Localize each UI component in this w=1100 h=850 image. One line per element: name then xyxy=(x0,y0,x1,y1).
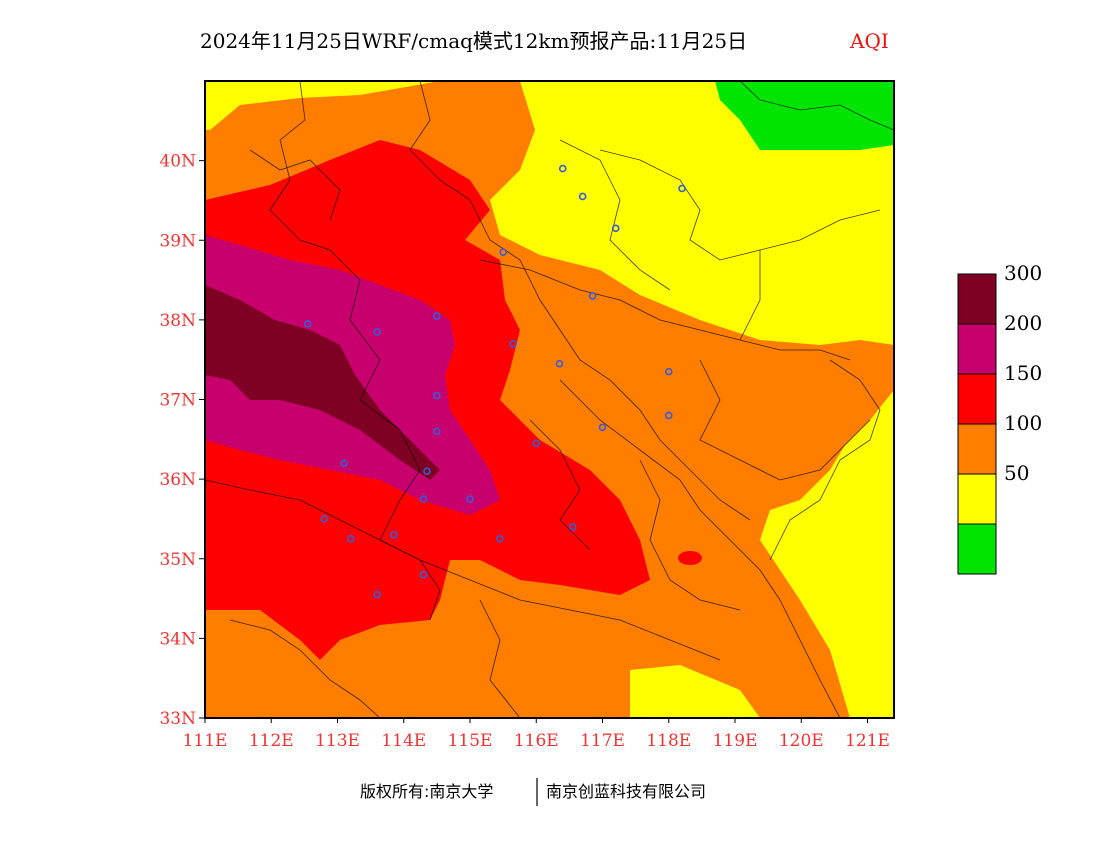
station-marker xyxy=(568,523,577,531)
station-marker xyxy=(373,590,382,599)
lon-tick-label: 112E xyxy=(249,731,294,751)
station-marker xyxy=(664,411,673,420)
lat-tick-label: 33N xyxy=(159,709,196,729)
station-marker xyxy=(340,459,348,468)
lat-tick-label: 36N xyxy=(159,470,196,490)
lon-tick-label: 115E xyxy=(448,731,493,751)
green-aqi-zone xyxy=(715,81,894,150)
legend-swatch xyxy=(957,323,997,375)
longitude-axis: 111E 112E 113E 114E 115E 116E 117E 118E 119E 120E… xyxy=(183,718,890,751)
station-marker xyxy=(509,339,517,348)
lat-tick-label: 39N xyxy=(159,231,196,251)
legend-label: 150 xyxy=(1004,361,1042,385)
admin-boundaries xyxy=(205,81,894,718)
legend-swatch xyxy=(957,423,997,475)
lon-tick-label: 113E xyxy=(315,731,360,751)
station-marker xyxy=(433,312,441,320)
station-marker xyxy=(433,391,441,400)
station-marker xyxy=(555,359,564,368)
aqi-legend: 50 100 150 200 300 xyxy=(957,261,1042,575)
lon-tick-label: 111E xyxy=(183,731,228,751)
lon-tick-label: 121E xyxy=(845,731,890,751)
station-marker xyxy=(346,535,355,543)
lat-tick-label: 35N xyxy=(159,550,196,570)
yellow-aqi-zone-coast xyxy=(760,390,894,718)
station-marker xyxy=(373,328,382,336)
legend-label: 50 xyxy=(1004,461,1029,485)
lon-tick-label: 119E xyxy=(713,731,758,751)
lon-tick-label: 118E xyxy=(646,731,691,751)
station-marker xyxy=(558,164,567,173)
station-marker xyxy=(588,292,597,300)
maroon-aqi-zone xyxy=(205,285,440,480)
variable-label: AQI xyxy=(849,29,889,53)
lon-tick-label: 114E xyxy=(381,731,426,751)
legend-label: 100 xyxy=(1004,411,1042,435)
copyright-text: 版权所有:南京大学 xyxy=(360,782,493,801)
map-title: 2024年11月25日WRF/cmaq模式12km预报产品:11月25日 xyxy=(200,29,747,53)
station-marker xyxy=(433,427,441,436)
lat-tick-label: 40N xyxy=(159,152,196,172)
lon-tick-label: 120E xyxy=(779,731,824,751)
red-aqi-spot xyxy=(678,551,702,565)
lat-tick-label: 37N xyxy=(159,391,196,411)
legend-label: 300 xyxy=(1004,261,1042,285)
station-marker xyxy=(664,367,673,376)
station-marker xyxy=(611,224,620,233)
station-marker xyxy=(419,570,428,579)
lat-tick-label: 34N xyxy=(159,629,196,649)
station-marker xyxy=(496,535,504,543)
map-area xyxy=(205,81,894,718)
station-marker xyxy=(419,495,428,503)
station-marker xyxy=(499,248,507,256)
station-marker xyxy=(390,531,398,539)
legend-swatch xyxy=(957,273,997,325)
latitude-axis: 33N 34N 35N 36N 37N 38N 39N 40N xyxy=(159,152,205,729)
company-text: 南京创蓝科技有限公司 xyxy=(546,782,706,801)
monitoring-stations xyxy=(303,164,686,599)
station-marker xyxy=(532,439,541,448)
station-marker xyxy=(578,192,587,201)
legend-swatch xyxy=(957,523,997,575)
yellow-aqi-zone-northwest xyxy=(205,81,440,130)
lon-tick-label: 116E xyxy=(514,731,559,751)
station-marker xyxy=(598,423,607,432)
station-marker xyxy=(678,184,686,193)
station-marker xyxy=(423,467,431,475)
station-marker xyxy=(466,495,474,503)
station-marker xyxy=(320,515,329,523)
yellow-aqi-zone-south xyxy=(630,665,760,718)
legend-label: 200 xyxy=(1004,311,1042,335)
lat-tick-label: 38N xyxy=(159,311,196,331)
legend-swatch xyxy=(957,373,997,425)
station-marker xyxy=(303,320,312,328)
legend-swatch xyxy=(957,473,997,525)
lon-tick-label: 117E xyxy=(580,731,625,751)
